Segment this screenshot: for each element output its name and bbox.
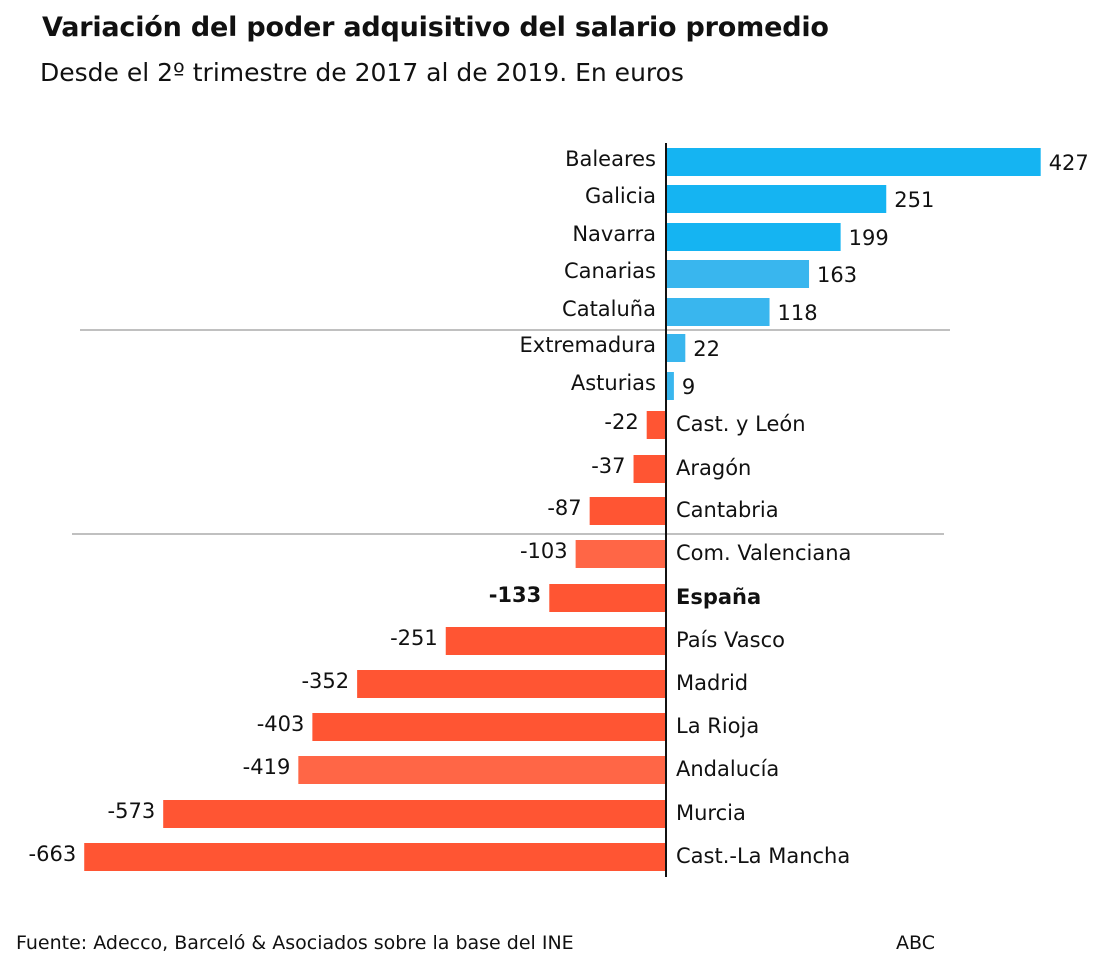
bar bbox=[298, 756, 666, 784]
category-label: Canarias bbox=[564, 259, 656, 283]
bar bbox=[445, 627, 666, 655]
bar bbox=[666, 260, 810, 288]
chart-subtitle: Desde el 2º trimestre de 2017 al de 2019… bbox=[40, 58, 684, 87]
category-label: Cast.-La Mancha bbox=[676, 844, 850, 868]
bar bbox=[666, 298, 770, 326]
category-label: Madrid bbox=[676, 671, 748, 695]
category-label: La Rioja bbox=[676, 714, 759, 738]
category-label: Asturias bbox=[571, 371, 656, 395]
category-label: Galicia bbox=[585, 184, 656, 208]
category-label: Murcia bbox=[676, 801, 746, 825]
bar bbox=[575, 540, 666, 568]
value-label: -133 bbox=[489, 583, 542, 607]
bar bbox=[666, 223, 841, 251]
bar bbox=[312, 713, 666, 741]
bar bbox=[666, 334, 686, 362]
bar bbox=[666, 185, 887, 213]
bar bbox=[666, 372, 674, 400]
bar bbox=[84, 843, 666, 871]
category-label: País Vasco bbox=[676, 628, 785, 652]
value-label: -403 bbox=[257, 712, 305, 736]
value-label: -573 bbox=[108, 799, 156, 823]
brand-label: ABC bbox=[896, 932, 935, 954]
value-label: 251 bbox=[894, 188, 934, 212]
value-label: 118 bbox=[778, 301, 818, 325]
value-label: 22 bbox=[693, 337, 720, 361]
value-label: 163 bbox=[817, 263, 857, 287]
category-label: Aragón bbox=[676, 456, 751, 480]
value-label: -251 bbox=[390, 626, 438, 650]
category-label: Cast. y León bbox=[676, 412, 806, 436]
value-label: 199 bbox=[849, 226, 889, 250]
bar bbox=[357, 670, 666, 698]
category-label: Cantabria bbox=[676, 498, 779, 522]
bar bbox=[589, 497, 666, 525]
value-label: -352 bbox=[301, 669, 349, 693]
value-label: -419 bbox=[243, 755, 291, 779]
category-label: Com. Valenciana bbox=[676, 541, 851, 565]
value-label: -103 bbox=[520, 539, 568, 563]
bar bbox=[549, 584, 666, 612]
category-label: Baleares bbox=[565, 147, 656, 171]
value-label: -663 bbox=[29, 842, 77, 866]
value-label: 9 bbox=[682, 375, 695, 399]
bar bbox=[163, 800, 666, 828]
category-label: Extremadura bbox=[520, 333, 657, 357]
source-note: Fuente: Adecco, Barceló & Asociados sobr… bbox=[16, 932, 574, 954]
chart-title: Variación del poder adquisitivo del sala… bbox=[42, 12, 829, 43]
bar bbox=[666, 148, 1041, 176]
bar bbox=[633, 455, 666, 483]
value-label: -22 bbox=[604, 410, 638, 434]
value-label: -87 bbox=[547, 496, 581, 520]
category-label: Navarra bbox=[572, 222, 656, 246]
value-label: 427 bbox=[1049, 151, 1089, 175]
category-label: Cataluña bbox=[562, 297, 656, 321]
category-label: Andalucía bbox=[676, 757, 779, 781]
bar bbox=[646, 411, 666, 439]
value-label: -37 bbox=[591, 454, 625, 478]
category-label: España bbox=[676, 585, 761, 609]
